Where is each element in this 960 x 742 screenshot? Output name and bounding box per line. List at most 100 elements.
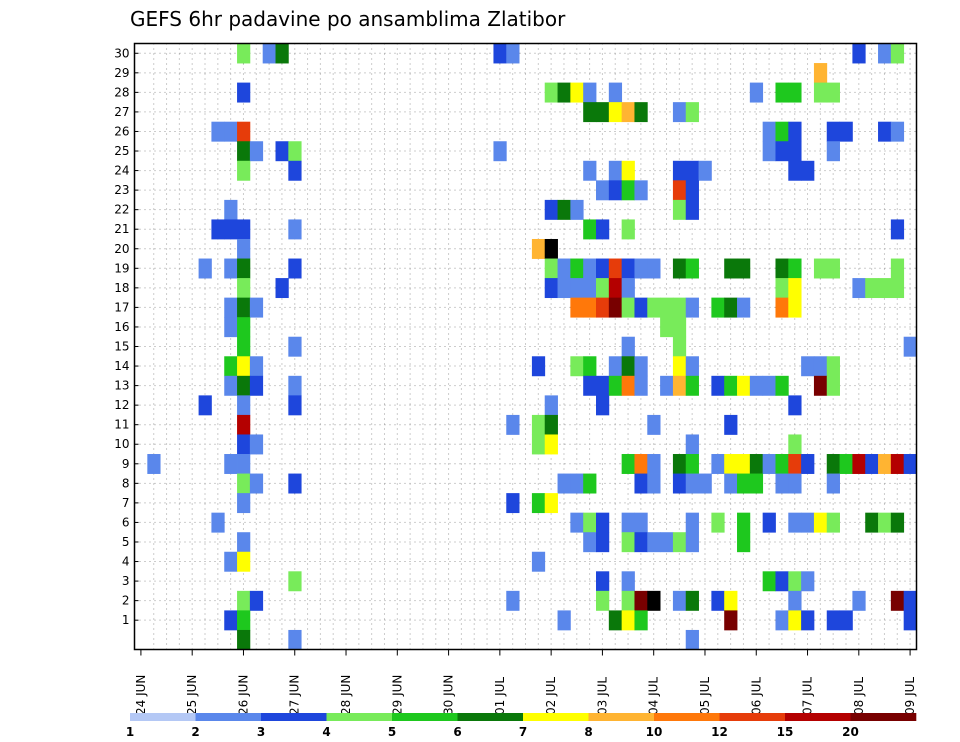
legend-label: 3	[257, 725, 265, 739]
heatmap-cell	[608, 297, 623, 318]
heatmap-cell	[237, 141, 251, 162]
heatmap-cell	[531, 414, 546, 435]
heatmap-cell	[788, 571, 802, 592]
heatmap-cell	[826, 141, 840, 162]
heatmap-cell	[634, 610, 648, 631]
heatmap-cell	[621, 512, 635, 533]
heatmap-cell	[852, 590, 866, 611]
heatmap-cell	[621, 336, 635, 357]
y-tick-label: 9	[122, 457, 130, 471]
heatmap-cell	[506, 493, 520, 514]
heatmap-cell	[775, 375, 789, 396]
x-tick-label: 25 JUN	[185, 675, 199, 715]
y-tick-label: 3	[122, 574, 130, 588]
heatmap-cell	[288, 141, 302, 162]
heatmap-cell	[224, 454, 238, 474]
x-tick-label: 24 JUN	[134, 675, 148, 715]
heatmap-cell	[621, 297, 635, 318]
heatmap-cell	[813, 512, 828, 533]
heatmap-cell	[737, 375, 751, 396]
heatmap-cell	[557, 199, 571, 220]
heatmap-cell	[634, 297, 648, 318]
heatmap-cell	[878, 121, 892, 142]
heatmap-cell	[506, 414, 520, 435]
heatmap-cell	[672, 473, 687, 494]
heatmap-cell	[685, 160, 699, 181]
heatmap-cell	[596, 297, 610, 318]
heatmap-cell	[493, 141, 507, 162]
heatmap-cell	[685, 473, 699, 494]
heatmap-cell	[634, 356, 648, 377]
heatmap-cell	[737, 258, 751, 279]
heatmap-cell	[813, 375, 828, 396]
heatmap-cell	[621, 532, 635, 553]
heatmap-cell	[634, 590, 648, 611]
heatmap-cell	[544, 493, 558, 514]
heatmap-cell	[557, 610, 571, 631]
legend-label: 12	[711, 725, 728, 739]
y-tick-label: 12	[114, 398, 129, 412]
heatmap-cell	[672, 454, 687, 474]
heatmap-cell	[506, 590, 520, 611]
heatmap-cell	[237, 297, 251, 318]
y-tick-label: 14	[114, 359, 129, 373]
heatmap-cell	[878, 43, 892, 64]
heatmap-cell	[596, 512, 610, 533]
heatmap-cell	[583, 512, 597, 533]
heatmap-cell	[608, 375, 623, 396]
heatmap-cell	[583, 160, 597, 181]
legend-swatch	[195, 713, 262, 721]
heatmap-cell	[237, 493, 251, 514]
heatmap-cell	[724, 610, 738, 631]
heatmap-cell	[801, 571, 815, 592]
y-tick-label: 22	[114, 203, 129, 217]
heatmap-cell	[775, 610, 789, 631]
heatmap-cell	[672, 102, 687, 123]
heatmap-cell	[557, 258, 571, 279]
legend-label: 10	[646, 725, 663, 739]
heatmap-cell	[698, 160, 712, 181]
y-tick-label: 1	[122, 613, 130, 627]
heatmap-cell	[788, 278, 802, 299]
heatmap-cell	[672, 297, 687, 318]
heatmap-cell	[583, 356, 597, 377]
heatmap-cell	[890, 590, 905, 611]
heatmap-cell	[698, 473, 712, 494]
heatmap-cell	[685, 199, 699, 220]
heatmap-cell	[903, 610, 917, 631]
heatmap-cell	[672, 180, 687, 201]
heatmap-cell	[288, 258, 302, 279]
heatmap-cell	[826, 512, 840, 533]
y-tick-label: 25	[114, 144, 129, 158]
heatmap-cell	[903, 336, 917, 357]
y-tick-label: 4	[122, 555, 130, 569]
heatmap-cell	[224, 551, 238, 572]
heatmap-cell	[288, 336, 302, 357]
heatmap-cell	[544, 434, 558, 455]
legend-swatch	[130, 713, 196, 721]
heatmap-cell	[660, 297, 674, 318]
heatmap-cell	[249, 434, 264, 455]
y-tick-label: 2	[122, 594, 130, 608]
legend-label: 2	[191, 725, 199, 739]
heatmap-cell	[621, 160, 635, 181]
heatmap-cell	[608, 160, 623, 181]
heatmap-cell	[621, 278, 635, 299]
heatmap-cell	[557, 278, 571, 299]
heatmap-cell	[788, 454, 802, 474]
y-tick-label: 30	[114, 46, 129, 60]
heatmap-cell	[621, 102, 635, 123]
heatmap-cell	[608, 356, 623, 377]
heatmap-cell	[813, 63, 828, 83]
x-tick-label: 03 JUL	[595, 677, 609, 715]
x-tick-label: 07 JUL	[801, 677, 815, 715]
heatmap-cell	[288, 160, 302, 181]
heatmap-cell	[583, 278, 597, 299]
heatmap-cell	[801, 512, 815, 533]
heatmap-cell	[621, 258, 635, 279]
heatmap-cell	[570, 473, 584, 494]
heatmap-cell	[826, 375, 840, 396]
heatmap-cell	[826, 454, 840, 474]
heatmap-cell	[890, 43, 905, 64]
heatmap-cell	[903, 590, 917, 611]
